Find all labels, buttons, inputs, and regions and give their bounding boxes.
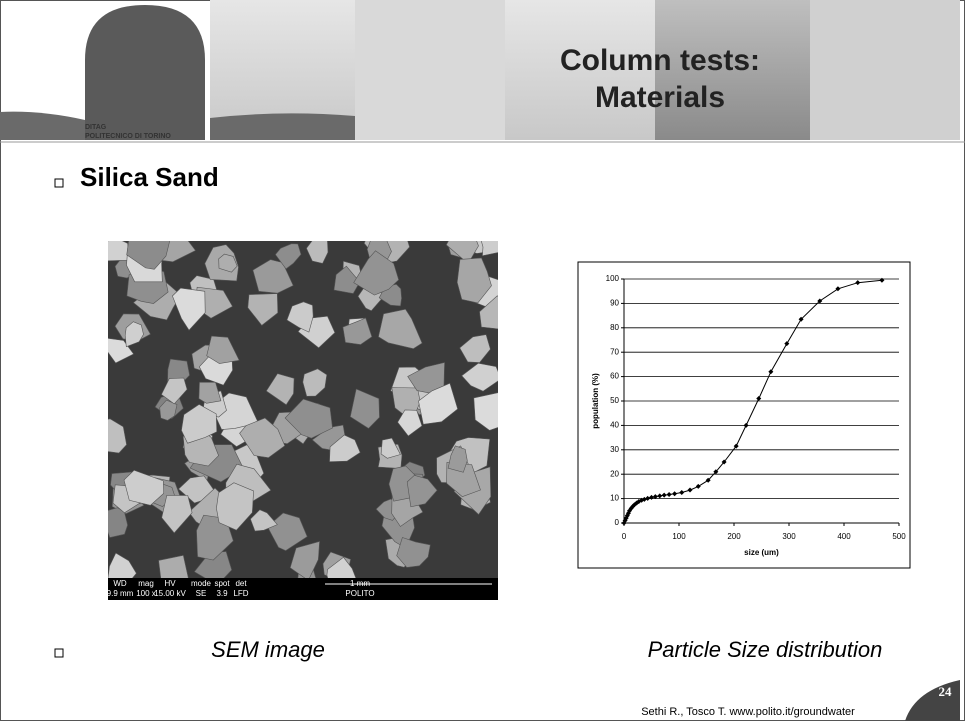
y-tick-label: 80 (610, 323, 619, 332)
caption: SEM image (211, 637, 325, 662)
slide-title: Column tests: (560, 44, 760, 77)
y-tick-label: 10 (610, 494, 619, 503)
sem-info-label: 9.9 mm (107, 589, 134, 598)
bullet-text: Silica Sand (80, 162, 219, 192)
x-tick-label: 0 (622, 532, 627, 541)
y-tick-label: 20 (610, 469, 619, 478)
x-axis-label: size (um) (744, 548, 779, 557)
sem-info-label: 100 x (136, 589, 156, 598)
slide-title: Materials (595, 81, 725, 114)
sem-info-label: mode (191, 579, 212, 588)
sem-info-label: 15.00 kV (154, 589, 186, 598)
logo-text: DITAG (85, 124, 107, 131)
chart-frame (578, 262, 910, 568)
sem-info-label: WD (113, 579, 127, 588)
sem-info-label: SE (196, 589, 207, 598)
sem-info-label: spot (214, 579, 230, 588)
y-tick-label: 30 (610, 445, 619, 454)
sem-info-label: mag (138, 579, 154, 588)
y-axis-label: population (%) (591, 373, 600, 429)
sem-info-label: 3.9 (216, 589, 228, 598)
y-tick-label: 40 (610, 421, 619, 430)
sem-info-label: POLITO (345, 589, 374, 598)
header-decoration (0, 0, 965, 142)
caption: Particle Size distribution (648, 637, 883, 662)
y-tick-label: 90 (610, 299, 619, 308)
y-tick-label: 50 (610, 396, 619, 405)
x-tick-label: 200 (727, 532, 741, 541)
y-tick-label: 70 (610, 347, 619, 356)
x-tick-label: 400 (837, 532, 851, 541)
slide: DITAG POLITECNICO DI TORINO Column tests… (0, 0, 965, 721)
page-number: 24 (939, 684, 953, 699)
y-tick-label: 60 (610, 372, 619, 381)
x-tick-label: 300 (782, 532, 796, 541)
sem-info-label: HV (164, 579, 176, 588)
footer-credit: Sethi R., Tosco T. www.polito.it/groundw… (641, 706, 855, 718)
y-tick-label: 100 (606, 274, 620, 283)
sem-info-label: det (235, 579, 247, 588)
sem-info-label: LFD (233, 589, 248, 598)
logo-text: POLITECNICO DI TORINO (85, 133, 171, 140)
x-tick-label: 500 (892, 532, 906, 541)
y-tick-label: 0 (615, 518, 620, 527)
x-tick-label: 100 (672, 532, 686, 541)
